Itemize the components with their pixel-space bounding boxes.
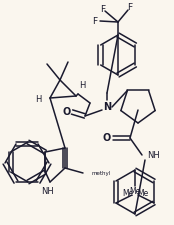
Text: H: H <box>36 95 42 104</box>
Text: N: N <box>103 102 111 112</box>
Text: methyl: methyl <box>91 171 110 176</box>
Text: NH: NH <box>147 151 160 160</box>
Text: Me: Me <box>129 187 141 196</box>
Text: NH: NH <box>42 187 54 196</box>
Text: F: F <box>127 4 133 13</box>
Text: H: H <box>79 81 85 90</box>
Text: Me: Me <box>137 189 148 198</box>
Text: O: O <box>63 107 71 117</box>
Text: Me: Me <box>122 189 133 198</box>
Text: F: F <box>92 18 98 27</box>
Text: O: O <box>103 133 111 143</box>
Text: F: F <box>100 4 106 13</box>
